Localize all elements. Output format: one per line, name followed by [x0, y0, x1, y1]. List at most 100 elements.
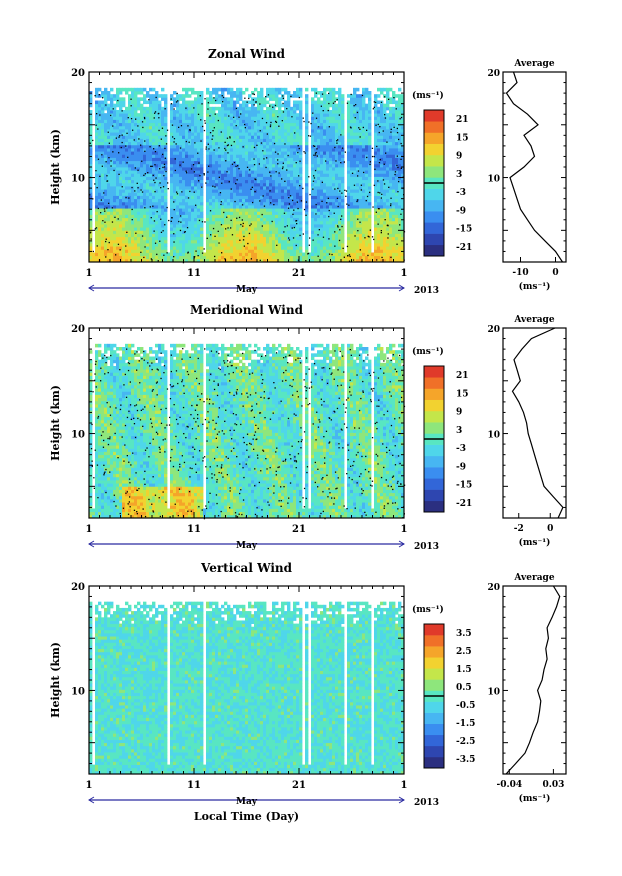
heatmap-cell	[110, 256, 113, 260]
heatmap-cell	[320, 227, 323, 231]
heatmap-cell	[104, 151, 107, 155]
heatmap-cell	[311, 97, 314, 101]
heatmap-cell	[284, 208, 287, 212]
heatmap-cell	[278, 139, 281, 143]
heatmap-cell	[350, 158, 353, 162]
heatmap-cell	[377, 243, 380, 247]
heatmap-cell	[125, 88, 128, 92]
heatmap-cell	[233, 256, 236, 260]
heatmap-cell	[221, 104, 224, 108]
heatmap-cell	[311, 170, 314, 174]
heatmap-cell	[326, 145, 329, 149]
heatmap-cell	[173, 249, 176, 253]
heatmap-cell	[293, 234, 296, 238]
heatmap-cell	[368, 173, 371, 177]
heatmap-cell	[266, 218, 269, 222]
heatmap-cell	[122, 148, 125, 152]
heatmap-cell	[224, 123, 227, 127]
heatmap-cell	[299, 249, 302, 253]
heatmap-cell	[263, 170, 266, 174]
heatmap-cell	[119, 151, 122, 155]
heatmap-cell	[140, 97, 143, 101]
heatmap-cell	[164, 151, 167, 155]
heatmap-cell	[170, 170, 173, 174]
heatmap-cell	[260, 132, 263, 136]
heatmap-cell	[284, 164, 287, 168]
heatmap-cell	[296, 154, 299, 158]
heatmap-cell	[248, 208, 251, 212]
heatmap-cell	[296, 177, 299, 181]
heatmap-cell	[116, 205, 119, 209]
heatmap-cell	[299, 256, 302, 260]
heatmap-cell	[332, 161, 335, 165]
heatmap-cell	[299, 202, 302, 206]
heatmap-cell	[137, 145, 140, 149]
heatmap-cell	[368, 205, 371, 209]
heatmap-cell	[224, 173, 227, 177]
heatmap-cell	[248, 170, 251, 174]
heatmap-cell	[185, 186, 188, 190]
heatmap-cell	[380, 135, 383, 139]
heatmap-cell	[188, 208, 191, 212]
heatmap-cell	[161, 237, 164, 241]
heatmap-cell	[224, 154, 227, 158]
heatmap-cell	[257, 132, 260, 136]
heatmap-cell	[188, 192, 191, 196]
heatmap-cell	[299, 177, 302, 181]
heatmap-cell	[116, 142, 119, 146]
heatmap-cell	[368, 221, 371, 225]
heatmap-cell	[206, 180, 209, 184]
heatmap-cell	[338, 199, 341, 203]
heatmap-cell	[350, 202, 353, 206]
heatmap-cell	[134, 192, 137, 196]
heatmap-cell	[347, 240, 350, 244]
heatmap-cell	[179, 173, 182, 177]
heatmap-cell	[152, 142, 155, 146]
heatmap-cell	[122, 158, 125, 162]
heatmap-cell	[251, 161, 254, 165]
heatmap-cell	[221, 154, 224, 158]
heatmap-cell	[326, 170, 329, 174]
heatmap-cell	[122, 135, 125, 139]
heatmap-cell	[323, 192, 326, 196]
heatmap-cell	[227, 88, 230, 92]
heatmap-cell	[251, 177, 254, 181]
heatmap-cell	[353, 180, 356, 184]
heatmap-cell	[353, 208, 356, 212]
heatmap-cell	[188, 215, 191, 219]
heatmap-cell	[185, 208, 188, 212]
heatmap-cell	[362, 221, 365, 225]
heatmap-cell	[134, 110, 137, 114]
heatmap-cell	[143, 113, 146, 117]
heatmap-cell	[272, 230, 275, 234]
heatmap-cell	[239, 161, 242, 165]
heatmap-cell	[155, 192, 158, 196]
heatmap-cell	[383, 215, 386, 219]
heatmap-cell	[221, 151, 224, 155]
heatmap-cell	[299, 196, 302, 200]
heatmap-cell	[323, 243, 326, 247]
heatmap-cell	[326, 139, 329, 143]
heatmap-cell	[251, 135, 254, 139]
heatmap-cell	[239, 177, 242, 181]
heatmap-cell	[164, 221, 167, 225]
heatmap-cell	[347, 113, 350, 117]
heatmap-cell	[101, 205, 104, 209]
heatmap-cell	[350, 208, 353, 212]
heatmap-cell	[335, 192, 338, 196]
heatmap-cell	[122, 123, 125, 127]
heatmap-cell	[200, 154, 203, 158]
heatmap-cell	[191, 246, 194, 250]
heatmap-cell	[215, 208, 218, 212]
heatmap-cell	[254, 205, 257, 209]
heatmap-cell	[356, 215, 359, 219]
heatmap-cell	[194, 230, 197, 234]
heatmap-cell	[281, 126, 284, 130]
heatmap-cell	[146, 113, 149, 117]
heatmap-cell	[155, 249, 158, 253]
heatmap-cell	[215, 218, 218, 222]
heatmap-cell	[206, 186, 209, 190]
heatmap-cell	[335, 243, 338, 247]
heatmap-cell	[329, 123, 332, 127]
heatmap-cell	[212, 189, 215, 193]
